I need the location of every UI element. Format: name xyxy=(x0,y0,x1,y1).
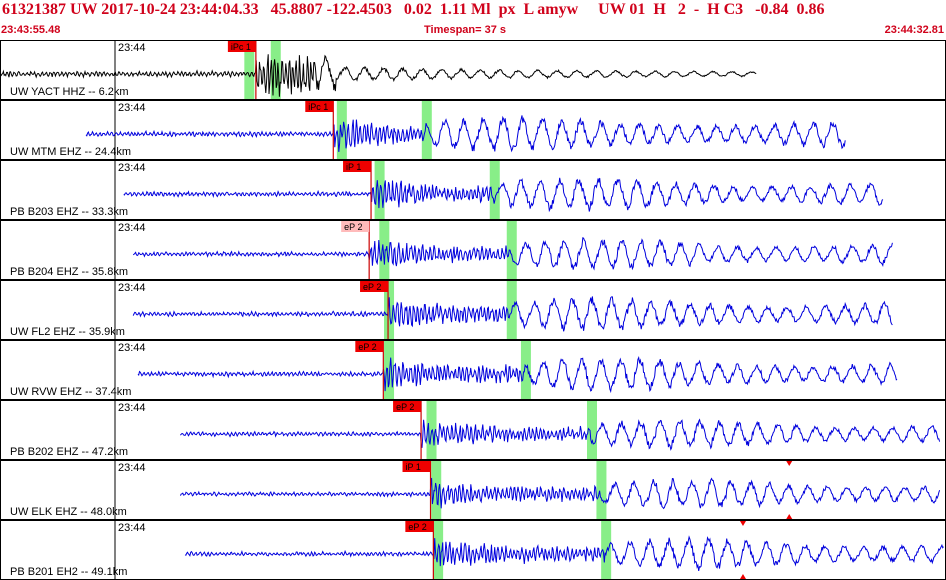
waveform xyxy=(132,296,893,332)
station-label: PB B201 EH2 -- 49.1km xyxy=(10,566,127,578)
amplitude-marker-up xyxy=(786,514,793,519)
waveform xyxy=(85,115,846,153)
pick-label: iP 1 xyxy=(406,462,421,472)
p-window xyxy=(426,401,437,459)
station-label: UW ELK EHZ -- 48.0km xyxy=(10,506,127,518)
seismogram-panel[interactable]: 23:44 iPc 1 UW YACT HHZ -- 6.2km 23:44 iPc 1… xyxy=(0,40,946,580)
pick-flag[interactable] xyxy=(343,161,372,172)
minute-label: 23:44 xyxy=(118,402,146,414)
p-window xyxy=(384,341,395,399)
pick-label: eP 2 xyxy=(358,342,376,352)
minute-label: 23:44 xyxy=(118,342,146,354)
pick-label: iPc 1 xyxy=(231,42,251,52)
window-end-time: 23:44:32.81 xyxy=(884,24,944,36)
timespan-label: Timespan= 37 s xyxy=(424,24,507,36)
waveform xyxy=(180,418,941,451)
s-window xyxy=(520,341,531,399)
station-label: PB B203 EHZ -- 33.3km xyxy=(10,206,128,218)
pick-label: eP 2 xyxy=(363,282,381,292)
s-window xyxy=(506,221,517,279)
waveform xyxy=(132,237,893,271)
waveform xyxy=(184,535,944,571)
minute-label: 23:44 xyxy=(118,42,146,54)
station-label: UW RVW EHZ -- 37.4km xyxy=(10,386,131,398)
station-label: PB B202 EHZ -- 47.2km xyxy=(10,446,128,458)
station-label: UW FL2 EHZ -- 35.9km xyxy=(10,326,125,338)
pick-label: iPc 1 xyxy=(308,102,328,112)
p-window xyxy=(244,41,255,99)
pick-flag[interactable] xyxy=(355,341,384,352)
trace-row[interactable]: 23:44 iPc 1 UW YACT HHZ -- 6.2km xyxy=(0,40,946,100)
trace-row[interactable]: 23:44 iPc 1 UW MTM EHZ -- 24.4km xyxy=(0,100,946,160)
station-label: PB B204 EHZ -- 35.8km xyxy=(10,266,128,278)
minute-label: 23:44 xyxy=(118,522,146,534)
pick-flag[interactable] xyxy=(360,281,389,292)
station-label: UW MTM EHZ -- 24.4km xyxy=(10,146,131,158)
waveform xyxy=(137,356,898,394)
s-window xyxy=(421,101,432,159)
window-start-time: 23:43:55.48 xyxy=(1,24,61,36)
pick-label: eP 2 xyxy=(408,522,426,532)
minute-label: 23:44 xyxy=(118,162,146,174)
p-window xyxy=(336,101,347,159)
event-summary-line: 61321387 UW 2017-10-24 23:44:04.33 45.88… xyxy=(2,1,825,18)
amplitude-marker-up xyxy=(739,574,746,579)
trace-row[interactable]: 23:44 iP 1 PB B203 EHZ -- 33.3km xyxy=(0,160,946,220)
pick-flag[interactable] xyxy=(341,221,370,232)
pick-flag[interactable] xyxy=(393,401,422,412)
s-window xyxy=(587,401,597,459)
minute-label: 23:44 xyxy=(118,282,146,294)
trace-row[interactable]: 23:44 eP 2 PB B201 EH2 -- 49.1km xyxy=(0,520,946,580)
trace-row[interactable]: 23:44 eP 2 UW RVW EHZ -- 37.4km xyxy=(0,340,946,400)
p-window xyxy=(379,221,390,279)
amplitude-marker-down xyxy=(739,521,746,526)
trace-row[interactable]: 23:44 eP 2 PB B202 EHZ -- 47.2km xyxy=(0,400,946,460)
minute-label: 23:44 xyxy=(118,222,146,234)
pick-flag[interactable] xyxy=(305,101,334,112)
station-label: UW YACT HHZ -- 6.2km xyxy=(10,86,129,98)
minute-label: 23:44 xyxy=(118,462,146,474)
minute-label: 23:44 xyxy=(118,102,146,114)
pick-label: eP 2 xyxy=(344,222,362,232)
s-window xyxy=(489,161,500,219)
p-window xyxy=(384,281,395,339)
pick-flag[interactable] xyxy=(405,521,434,532)
trace-row[interactable]: 23:44 eP 2 UW FL2 EHZ -- 35.9km xyxy=(0,280,946,340)
trace-row[interactable]: 23:44 iP 1 UW ELK EHZ -- 48.0km xyxy=(0,460,946,520)
waveform xyxy=(123,177,884,213)
pick-flag[interactable] xyxy=(402,461,431,472)
event-header: 61321387 UW 2017-10-24 23:44:04.33 45.88… xyxy=(0,0,946,40)
pick-label: eP 2 xyxy=(396,402,414,412)
waveform xyxy=(179,477,941,510)
amplitude-marker-down xyxy=(786,461,793,466)
s-window xyxy=(596,461,607,519)
trace-row[interactable]: 23:44 eP 2 PB B204 EHZ -- 35.8km xyxy=(0,220,946,280)
s-window xyxy=(601,521,612,579)
waveform xyxy=(0,54,757,97)
pick-label: iP 1 xyxy=(346,162,361,172)
pick-flag[interactable] xyxy=(227,41,256,52)
